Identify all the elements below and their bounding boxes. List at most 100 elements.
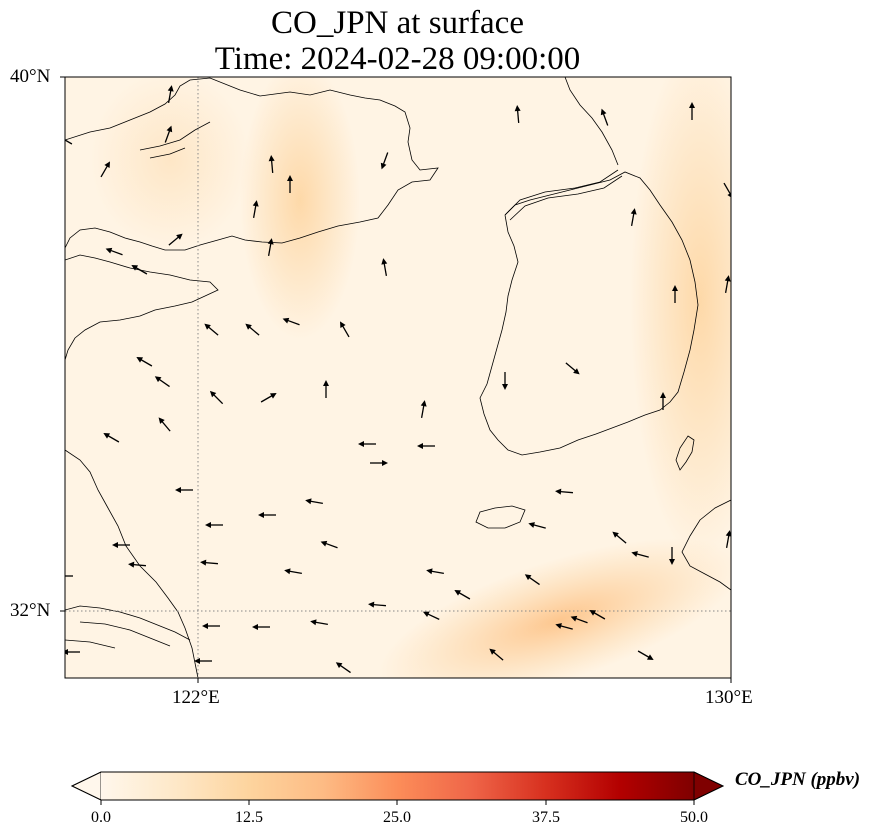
wind-vector-arrow <box>105 247 123 256</box>
colorbar-tick-label: 50.0 <box>680 809 708 826</box>
wind-vector-arrow <box>209 390 224 405</box>
wind-vector-arrow <box>570 615 588 624</box>
wind-vector-arrow <box>310 619 328 626</box>
wind-vector-arrow <box>358 441 376 447</box>
wind-vector-arrow <box>282 317 300 326</box>
wind-vector-arrow <box>205 522 223 528</box>
wind-vector-arrow <box>335 662 351 674</box>
lon-label-130E: 130°E <box>705 687 753 708</box>
wind-vector-arrow <box>65 136 73 145</box>
wind-vector-arrow <box>168 233 183 246</box>
china-coast-east <box>65 449 199 678</box>
wind-vector-arrow <box>723 182 731 199</box>
wind-vector-arrow <box>370 460 388 466</box>
map-title-line1: CO_JPN at surface <box>271 5 524 41</box>
wind-vector-arrow <box>555 623 573 630</box>
lat-label-32N: 32°N <box>10 600 51 621</box>
wind-vector-arrow <box>417 443 435 449</box>
wind-vector-arrow <box>175 487 193 493</box>
wind-vector-arrow <box>136 357 153 367</box>
axis-ticks <box>60 76 732 683</box>
wind-vector-arrow <box>340 321 350 338</box>
wind-vector-arrow <box>305 498 323 505</box>
korea-north-boundary <box>504 169 623 221</box>
wind-vector-arrow <box>287 175 293 193</box>
wind-vector-arrow <box>284 568 302 575</box>
wind-vector-arrow <box>565 362 580 375</box>
wind-vector-arrow <box>528 522 546 529</box>
wind-vector-arrow <box>252 624 270 630</box>
wind-vector-arrow <box>158 417 171 432</box>
wind-vector-arrow <box>268 155 275 174</box>
wind-vector-arrow <box>380 152 389 170</box>
wind-vector-arrow <box>65 575 73 577</box>
china-coast-north <box>65 77 439 251</box>
wind-vector-arrow <box>669 547 675 565</box>
wind-vector-arrow <box>502 372 508 390</box>
wind-vectors <box>65 85 731 674</box>
japan-coast-north <box>564 77 619 166</box>
concentration-plume-north <box>240 77 360 340</box>
wind-vector-arrow <box>631 551 649 558</box>
map-panel <box>65 77 731 678</box>
wind-vector-arrow <box>245 323 260 336</box>
wind-vector-arrow <box>258 512 276 518</box>
korea-coast <box>479 171 699 456</box>
wind-vector-arrow <box>202 623 220 629</box>
colorbar-extend-low <box>71 771 102 801</box>
wind-vector-arrow <box>422 611 440 620</box>
concentration-plume-east <box>630 77 731 560</box>
wind-vector-arrow <box>524 574 540 586</box>
wind-vector-arrow <box>514 105 521 124</box>
wind-vector-arrow <box>112 542 130 548</box>
wind-vector-arrow <box>637 650 654 660</box>
colorbar-ramp <box>101 772 694 800</box>
liaodong-islands <box>139 121 211 159</box>
japan-coast-east <box>681 499 731 591</box>
wind-vector-arrow <box>555 488 574 495</box>
wind-vector-arrow <box>128 561 147 568</box>
wind-vector-arrow <box>267 238 274 256</box>
yangtze-mouth <box>65 605 191 649</box>
wind-vector-arrow <box>724 275 731 293</box>
wind-vector-arrow <box>103 433 120 443</box>
wind-vector-arrow <box>689 102 695 120</box>
wind-vector-arrow <box>320 540 338 549</box>
wind-vector-arrow <box>100 161 110 178</box>
tsushima-island <box>675 435 695 471</box>
wind-vector-arrow <box>630 208 637 226</box>
wind-vector-arrow <box>454 590 471 600</box>
wind-vector-arrow <box>167 85 174 103</box>
wind-vector-arrow <box>252 200 259 218</box>
colorbar-extend-high <box>693 771 724 801</box>
wind-vector-arrow <box>200 559 219 566</box>
coastlines <box>65 77 731 678</box>
wind-vector-arrow <box>612 531 627 544</box>
lon-label-122E: 122°E <box>172 687 220 708</box>
wind-vector-arrow <box>725 530 731 548</box>
gridlines <box>65 77 731 678</box>
wind-vector-arrow <box>672 285 678 303</box>
map-title-line2: Time: 2024-02-28 09:00:00 <box>214 41 581 77</box>
wind-vector-arrow <box>154 376 170 388</box>
wind-vector-arrow <box>660 392 666 410</box>
wind-vector-arrow <box>589 610 606 620</box>
wind-vector-arrow <box>164 125 173 143</box>
wind-vector-arrow <box>131 265 148 275</box>
wind-vector-arrow <box>194 658 212 664</box>
map-frame <box>64 76 732 679</box>
colorbar-label: CO_JPN (ppbv) <box>735 769 861 790</box>
wind-vector-arrow <box>420 400 427 418</box>
concentration-plume-south <box>378 538 731 678</box>
wind-vector-arrow <box>381 258 388 276</box>
lat-label-40N: 40°N <box>10 66 51 87</box>
wind-vector-arrow <box>426 568 444 575</box>
colorbar-tick-label: 25.0 <box>383 809 411 826</box>
wind-vector-arrow <box>65 649 80 655</box>
wind-vector-arrow <box>260 393 277 403</box>
wind-vector-arrow <box>204 323 219 336</box>
wind-vector-arrow <box>368 601 387 608</box>
colorbar-tick-label: 12.5 <box>235 809 263 826</box>
wind-vector-arrow <box>489 648 504 661</box>
